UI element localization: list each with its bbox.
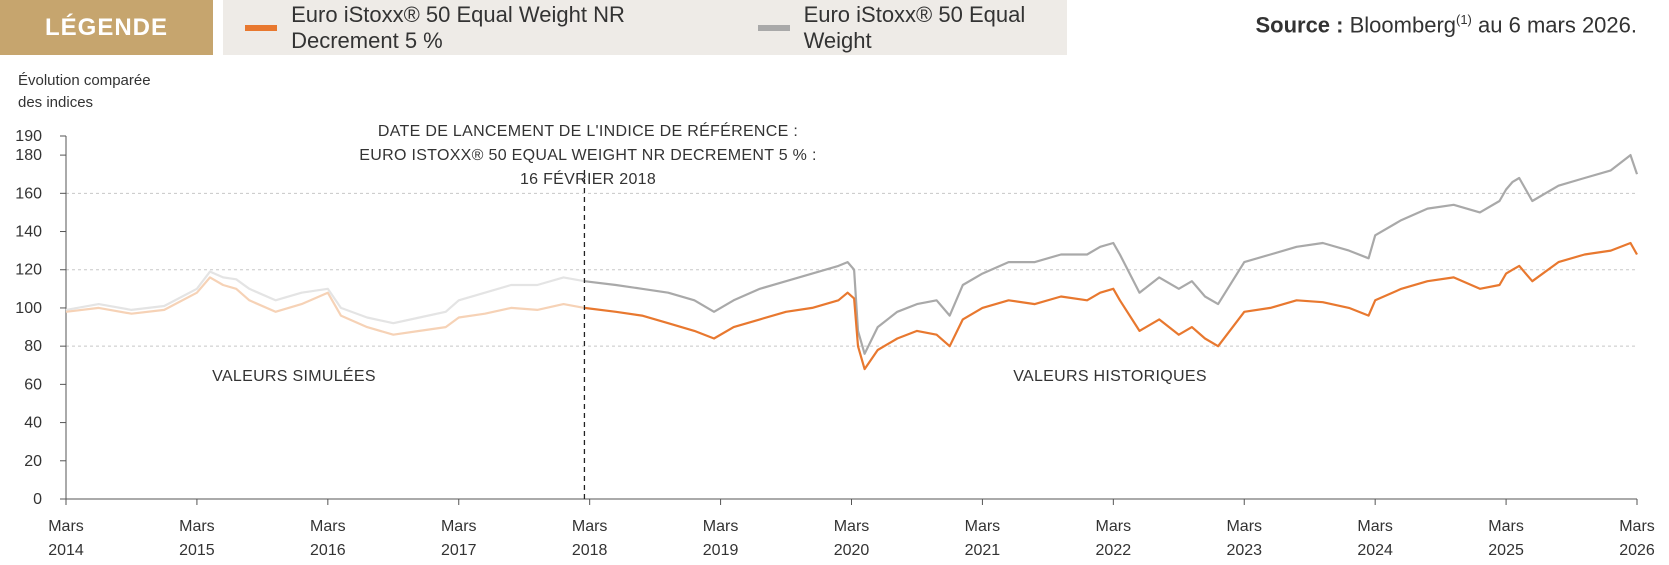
source-text: Bloomberg <box>1349 12 1456 38</box>
x-tick-month-2018: Mars <box>572 518 608 535</box>
x-tick-year-2016: 2016 <box>310 542 346 559</box>
launch-annotation-line1: DATE DE LANCEMENT DE L'INDICE DE RÉFÉREN… <box>378 121 798 140</box>
y-tick-label-140: 140 <box>15 224 42 241</box>
source-label: Source : <box>1255 12 1344 38</box>
x-tick-month-2017: Mars <box>441 518 477 535</box>
legend-title: LÉGENDE <box>0 0 213 55</box>
series-1-simulated-line <box>65 276 585 336</box>
y-tick-label-100: 100 <box>15 300 42 317</box>
historical-values-label: VALEURS HISTORIQUES <box>1013 368 1207 385</box>
x-tick-year-2026: 2026 <box>1619 542 1655 559</box>
legend-label-equal-weight: Euro iStoxx® 50 Equal Weight <box>803 1 1026 53</box>
y-tick-label-20: 20 <box>24 453 42 470</box>
legend-item-equal-weight[interactable]: Euro iStoxx® 50 Equal Weight <box>757 1 1067 54</box>
series-2-simulated-line <box>65 270 585 325</box>
x-tick-month-2024: Mars <box>1357 518 1393 535</box>
simulated-values-label: VALEURS SIMULÉES <box>212 366 376 385</box>
x-tick-year-2020: 2020 <box>834 542 870 559</box>
launch-annotation-line3: 16 FÉVRIER 2018 <box>520 169 656 188</box>
source-note: Source : Bloomberg(1) au 6 mars 2026. <box>1255 12 1637 38</box>
legend-item-decrement[interactable]: Euro iStoxx® 50 Equal Weight NR Decremen… <box>245 2 730 54</box>
y-tick-label-80: 80 <box>24 338 42 355</box>
y-tick-label-0: 0 <box>33 491 42 508</box>
x-tick-month-2022: Mars <box>1096 518 1132 535</box>
x-tick-month-2023: Mars <box>1226 518 1262 535</box>
y-tick-label-190: 190 <box>15 128 42 145</box>
y-tick-label-160: 160 <box>15 185 42 202</box>
x-tick-year-2019: 2019 <box>703 542 739 559</box>
x-tick-year-2024: 2024 <box>1357 542 1393 559</box>
legend-swatch-decrement <box>245 24 278 31</box>
x-tick-month-2019: Mars <box>703 518 739 535</box>
y-axis-title: Évolution comparée des indices <box>18 70 151 114</box>
legend-label-decrement: Euro iStoxx® 50 Equal Weight NR Decremen… <box>291 1 625 53</box>
x-tick-month-2025: Mars <box>1488 518 1524 535</box>
x-tick-month-2021: Mars <box>965 518 1001 535</box>
x-tick-year-2022: 2022 <box>1096 542 1132 559</box>
y-tick-label-40: 40 <box>24 415 42 432</box>
x-tick-month-2014: Mars <box>48 518 84 535</box>
y-tick-label-60: 60 <box>24 376 42 393</box>
launch-annotation-line2: EURO ISTOXX® 50 EQUAL WEIGHT NR DECREMEN… <box>359 147 816 164</box>
y-axis-title-line1: Évolution comparée <box>18 72 151 89</box>
x-tick-year-2021: 2021 <box>965 542 1001 559</box>
x-tick-month-2015: Mars <box>179 518 215 535</box>
y-axis-title-line2: des indices <box>18 94 94 111</box>
source-suffix: au 6 mars 2026. <box>1478 12 1637 38</box>
legend-swatch-equal-weight <box>757 24 790 31</box>
y-tick-label-120: 120 <box>15 262 42 279</box>
x-tick-month-2016: Mars <box>310 518 346 535</box>
x-tick-month-2020: Mars <box>834 518 870 535</box>
series-2-historical-line <box>584 154 1639 355</box>
x-tick-year-2017: 2017 <box>441 542 477 559</box>
x-tick-month-2026: Mars <box>1619 518 1655 535</box>
x-tick-year-2014: 2014 <box>48 542 84 559</box>
x-tick-year-2025: 2025 <box>1488 542 1524 559</box>
y-tick-label-180: 180 <box>15 147 42 164</box>
x-tick-year-2015: 2015 <box>179 542 215 559</box>
footnote-ref[interactable]: (1) <box>1456 12 1472 27</box>
series-1-historical-line <box>584 241 1638 371</box>
legend: Euro iStoxx® 50 Equal Weight NR Decremen… <box>223 0 1067 55</box>
x-tick-year-2023: 2023 <box>1226 542 1262 559</box>
x-tick-year-2018: 2018 <box>572 542 608 559</box>
